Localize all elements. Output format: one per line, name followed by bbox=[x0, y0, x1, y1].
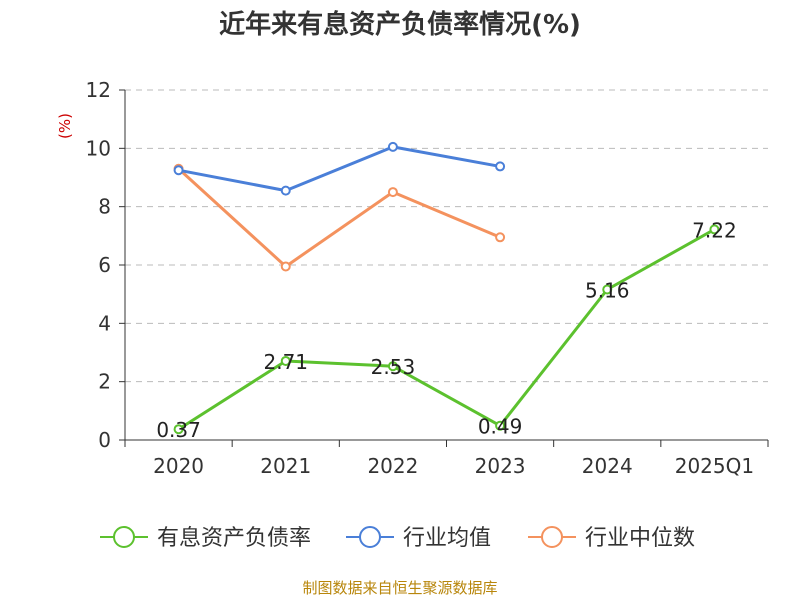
x-tick-label: 2023 bbox=[475, 454, 526, 478]
x-tick-label: 2022 bbox=[367, 454, 418, 478]
series-line-1 bbox=[178, 145, 501, 193]
grid bbox=[125, 89, 768, 383]
series-line-0 bbox=[177, 228, 716, 431]
data-point bbox=[387, 187, 398, 198]
axes: 0 2 4 6 8 10 12 2020 2021 2022 2023 2024 2025Q1 bbox=[86, 78, 769, 478]
x-tick-label: 2025Q1 bbox=[675, 454, 754, 478]
y-tick-label: 8 bbox=[98, 195, 111, 219]
series-layer bbox=[173, 141, 720, 435]
legend-item-0[interactable]: 有息资产负债率 bbox=[100, 526, 311, 551]
data-point bbox=[495, 232, 506, 243]
data-label: 2.71 bbox=[263, 350, 308, 374]
y-tick-label: 2 bbox=[98, 370, 111, 394]
data-labels: 0.37 2.71 2.53 0.49 5.16 7.22 bbox=[156, 218, 736, 442]
x-tick-label: 2021 bbox=[260, 454, 311, 478]
data-label: 0.37 bbox=[156, 418, 201, 442]
y-tick-label: 4 bbox=[98, 311, 111, 335]
data-label: 0.49 bbox=[478, 415, 523, 439]
y-tick-label: 12 bbox=[86, 78, 111, 102]
legend-label: 行业中位数 bbox=[585, 526, 695, 551]
data-point bbox=[602, 284, 613, 295]
legend-label: 行业均值 bbox=[403, 526, 491, 551]
legend-marker bbox=[113, 526, 135, 548]
data-point bbox=[495, 420, 506, 431]
x-tick-label: 2020 bbox=[153, 454, 204, 478]
data-label: 5.16 bbox=[585, 279, 630, 303]
data-point bbox=[173, 165, 184, 176]
y-tick-label: 0 bbox=[98, 428, 111, 452]
data-point bbox=[387, 141, 398, 152]
data-point bbox=[709, 224, 720, 235]
data-label: 7.22 bbox=[692, 218, 737, 242]
legend-label: 有息资产负债率 bbox=[157, 526, 311, 551]
legend-item-2[interactable]: 行业中位数 bbox=[528, 526, 695, 551]
y-tick-label: 10 bbox=[86, 136, 111, 160]
data-point bbox=[173, 424, 184, 435]
data-point bbox=[280, 355, 291, 366]
legend-marker bbox=[359, 526, 381, 548]
y-tick-label: 6 bbox=[98, 253, 111, 277]
data-point bbox=[495, 161, 506, 172]
legend-marker bbox=[541, 526, 563, 548]
x-tick-label: 2024 bbox=[582, 454, 633, 478]
legend: 有息资产负债率 行业均值 行业中位数 bbox=[100, 526, 695, 551]
y-unit-label: (%) bbox=[56, 113, 74, 139]
legend-item-1[interactable]: 行业均值 bbox=[346, 526, 491, 551]
chart-title: 近年来有息资产负债率情况(%) bbox=[219, 9, 581, 40]
source-note: 制图数据来自恒生聚源数据库 bbox=[302, 579, 497, 597]
data-label: 2.53 bbox=[371, 355, 416, 379]
data-point bbox=[280, 185, 291, 196]
series-line-2 bbox=[177, 167, 501, 268]
data-point bbox=[387, 361, 398, 372]
data-point bbox=[280, 261, 291, 272]
